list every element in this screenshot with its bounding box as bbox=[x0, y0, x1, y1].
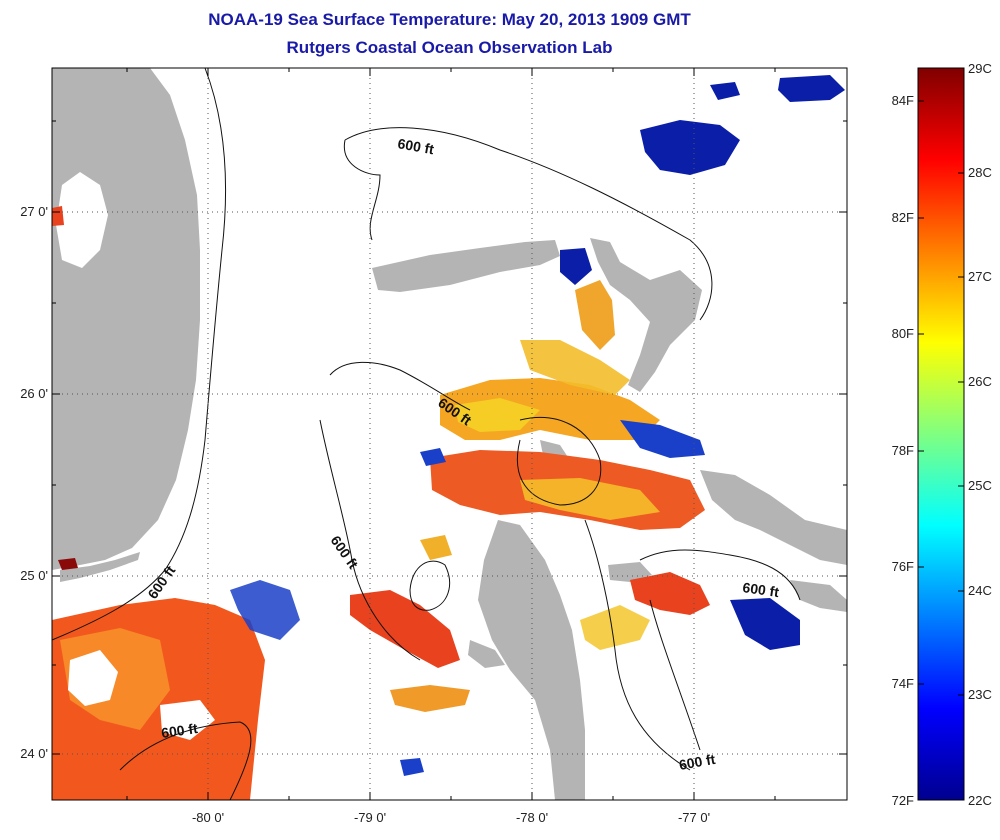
lat-label-26: 26 0' bbox=[20, 386, 48, 401]
lon-label-79: -79 0' bbox=[354, 810, 386, 825]
colorbar-ticks bbox=[918, 100, 964, 696]
lon-label-77: -77 0' bbox=[678, 810, 710, 825]
sst-cold-center-small bbox=[420, 448, 446, 466]
eleuthera-island bbox=[700, 470, 847, 565]
contour-label-east: 600 ft bbox=[742, 579, 781, 600]
colorbar-f-78: 78F bbox=[892, 443, 914, 458]
abaco-island bbox=[590, 238, 702, 392]
colorbar-c-25: 25C bbox=[968, 478, 992, 493]
lat-label-27: 27 0' bbox=[20, 204, 48, 219]
sst-cold-west-scatter bbox=[230, 580, 300, 640]
colorbar-f-80: 80F bbox=[892, 326, 914, 341]
colorbar-f-74: 74F bbox=[892, 676, 914, 691]
sst-patch-south-central bbox=[350, 590, 460, 668]
axis-ticks bbox=[52, 68, 847, 800]
east-islands bbox=[790, 580, 847, 612]
andros-island bbox=[478, 520, 585, 800]
graticule bbox=[52, 68, 847, 800]
sst-cold-northeast-2 bbox=[778, 75, 845, 102]
sst-hot-keys bbox=[58, 558, 78, 570]
sst-patch-upper-band bbox=[520, 340, 630, 395]
inland-cloud-patch bbox=[56, 172, 108, 268]
sst-cold-south bbox=[400, 758, 424, 776]
colorbar-c-22: 22C bbox=[968, 793, 992, 808]
colorbar-c-23: 23C bbox=[968, 687, 992, 702]
sst-patch-south-east bbox=[630, 572, 710, 615]
map-title: NOAA-19 Sea Surface Temperature: May 20,… bbox=[208, 10, 691, 29]
sst-cold-northeast-1 bbox=[640, 120, 740, 175]
sst-patch-central-south-yellow bbox=[520, 478, 660, 520]
contour-tongue bbox=[409, 560, 450, 611]
colorbar-f-84: 84F bbox=[892, 93, 914, 108]
map-layers bbox=[52, 68, 847, 800]
contour-great-bahama-bank-west bbox=[319, 361, 471, 661]
contour-florida-shelf bbox=[51, 67, 227, 641]
sst-cold-northeast-3 bbox=[710, 82, 740, 100]
sst-patch-andros-west bbox=[420, 535, 452, 560]
colorbar-f-82: 82F bbox=[892, 210, 914, 225]
sst-hot-okee bbox=[52, 206, 64, 226]
map-frame bbox=[51, 67, 848, 801]
florida-keys bbox=[60, 552, 140, 582]
sst-patch-south-small bbox=[390, 685, 470, 712]
sst-cloud-southwest-2 bbox=[160, 700, 215, 740]
depth-contours bbox=[51, 67, 801, 801]
colorbar-c-27: 27C bbox=[968, 269, 992, 284]
contour-label-north: 600 ft bbox=[396, 135, 435, 157]
new-providence-island bbox=[608, 562, 652, 582]
lat-label-24: 24 0' bbox=[20, 746, 48, 761]
sst-patch-south-east-yellow bbox=[580, 605, 650, 650]
colorbar-c-29: 29C bbox=[968, 61, 992, 76]
colorbar-c-28: 28C bbox=[968, 165, 992, 180]
contour-andros bbox=[516, 416, 602, 506]
contour-exuma-sound bbox=[639, 549, 801, 751]
contour-tongue-of-ocean bbox=[584, 519, 691, 771]
map-subtitle: Rutgers Coastal Ocean Observation Lab bbox=[286, 38, 613, 57]
colorbar-f-76: 76F bbox=[892, 559, 914, 574]
andros-north-shoal bbox=[468, 640, 505, 668]
colorbar-c-24: 24C bbox=[968, 583, 992, 598]
colorbar-f-72: 72F bbox=[892, 793, 914, 808]
contour-label-southeast: 600 ft bbox=[678, 751, 717, 773]
lon-label-78: -78 0' bbox=[516, 810, 548, 825]
lat-label-25: 25 0' bbox=[20, 568, 48, 583]
contour-little-bahama-bank bbox=[343, 127, 713, 321]
sst-patch-abaco-west bbox=[575, 280, 615, 350]
sst-cloud-southwest bbox=[68, 650, 118, 706]
sst-cold-center bbox=[620, 420, 705, 458]
contour-label-southwest: 600 ft bbox=[160, 720, 199, 741]
sst-cold-east bbox=[730, 598, 800, 650]
sst-patch-central-yellow bbox=[455, 398, 540, 432]
contour-southwest bbox=[119, 721, 252, 801]
temperature-colorbar bbox=[917, 67, 965, 801]
lon-label-80: -80 0' bbox=[192, 810, 224, 825]
grand-bahama-island bbox=[372, 240, 560, 292]
sst-cold-abaco-west bbox=[560, 248, 592, 285]
colorbar-c-26: 26C bbox=[968, 374, 992, 389]
